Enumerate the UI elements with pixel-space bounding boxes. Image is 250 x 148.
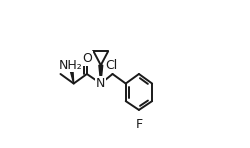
Polygon shape	[69, 65, 74, 83]
Text: NH₂: NH₂	[59, 59, 83, 72]
Text: O: O	[82, 52, 92, 65]
Text: Cl: Cl	[106, 59, 118, 72]
Text: F: F	[135, 118, 142, 131]
Text: N: N	[96, 77, 106, 90]
Polygon shape	[99, 65, 103, 83]
